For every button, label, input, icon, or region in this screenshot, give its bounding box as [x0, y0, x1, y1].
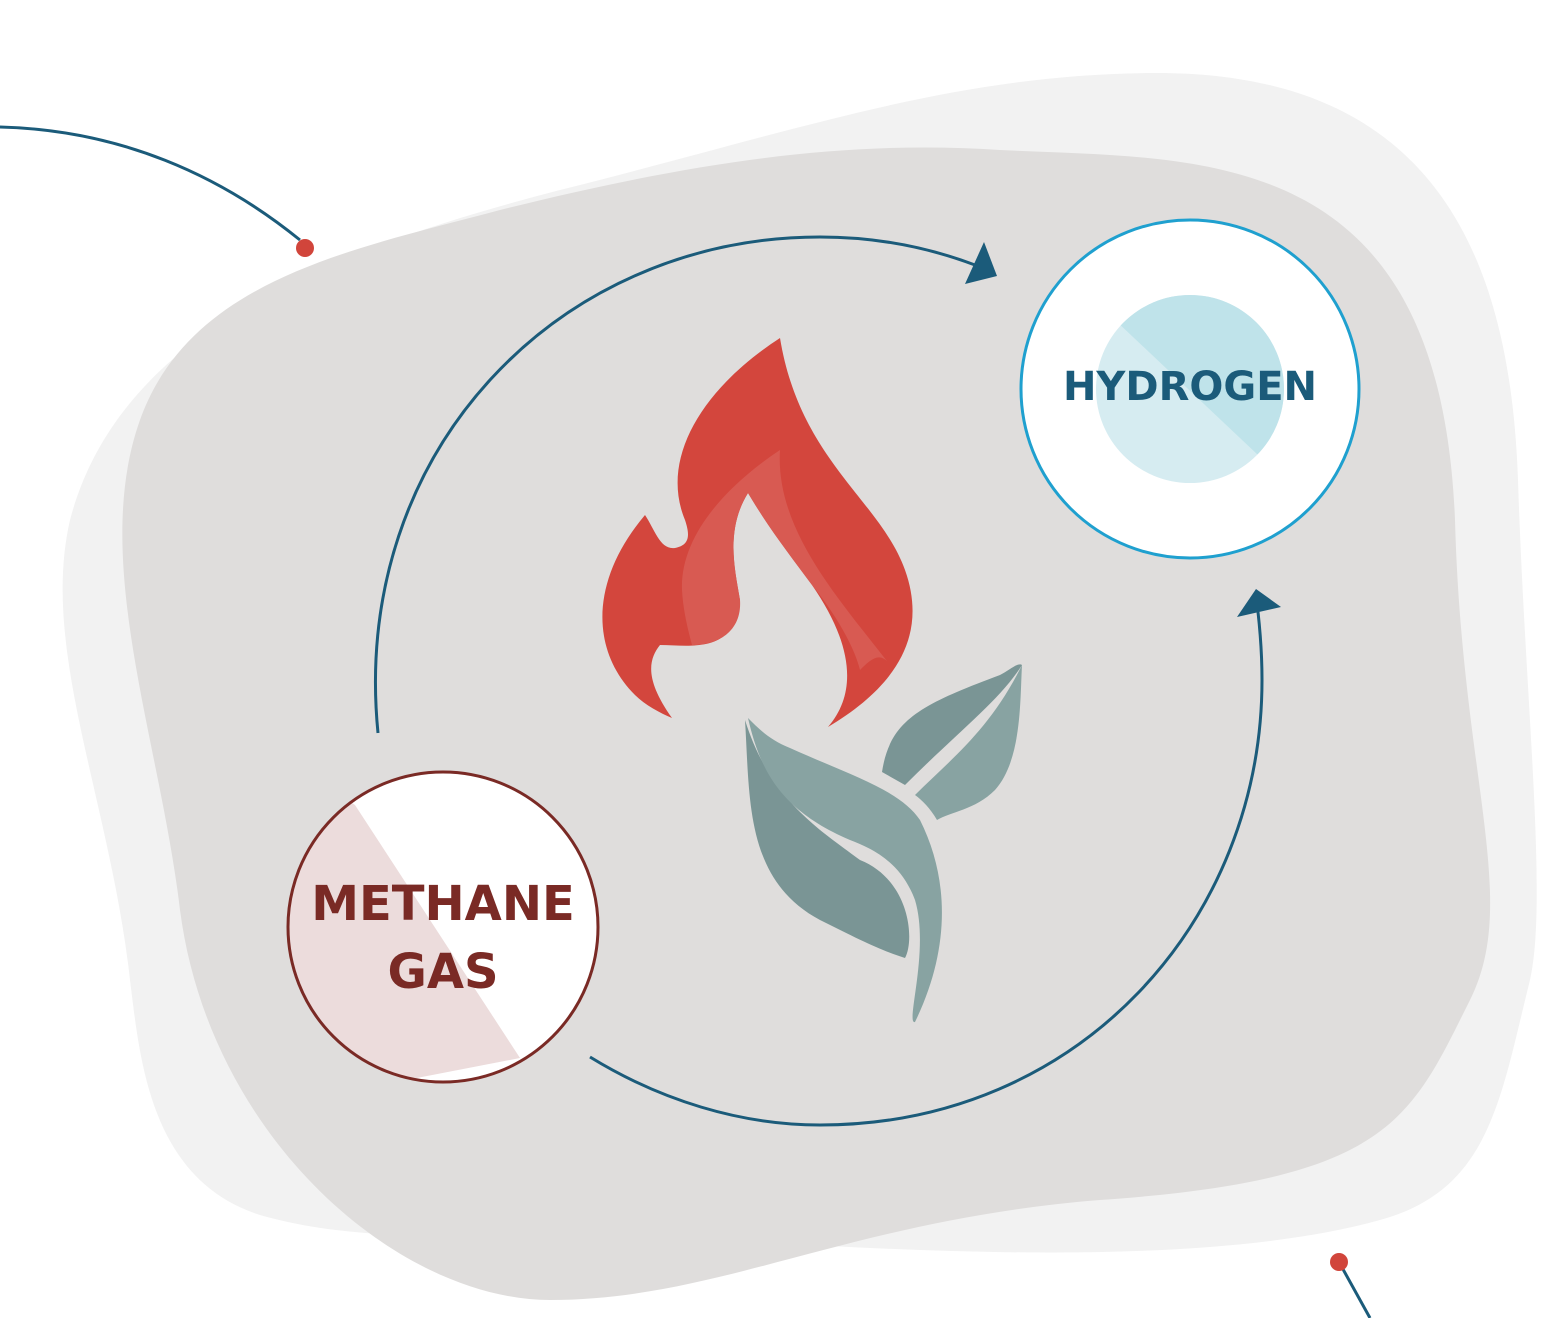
node-label: HYDROGEN: [1063, 364, 1317, 410]
connector-dot: [1330, 1253, 1348, 1271]
node-label: METHANE: [311, 876, 575, 932]
diagram: METHANE GAS HYDROGEN: [0, 0, 1548, 1318]
page: METHANE GAS HYDROGEN (() => { const data…: [0, 0, 1548, 1318]
node-label: GAS: [387, 944, 498, 1000]
connector: [0, 127, 300, 240]
connector-dot: [296, 239, 314, 257]
connector: [1339, 1262, 1370, 1318]
